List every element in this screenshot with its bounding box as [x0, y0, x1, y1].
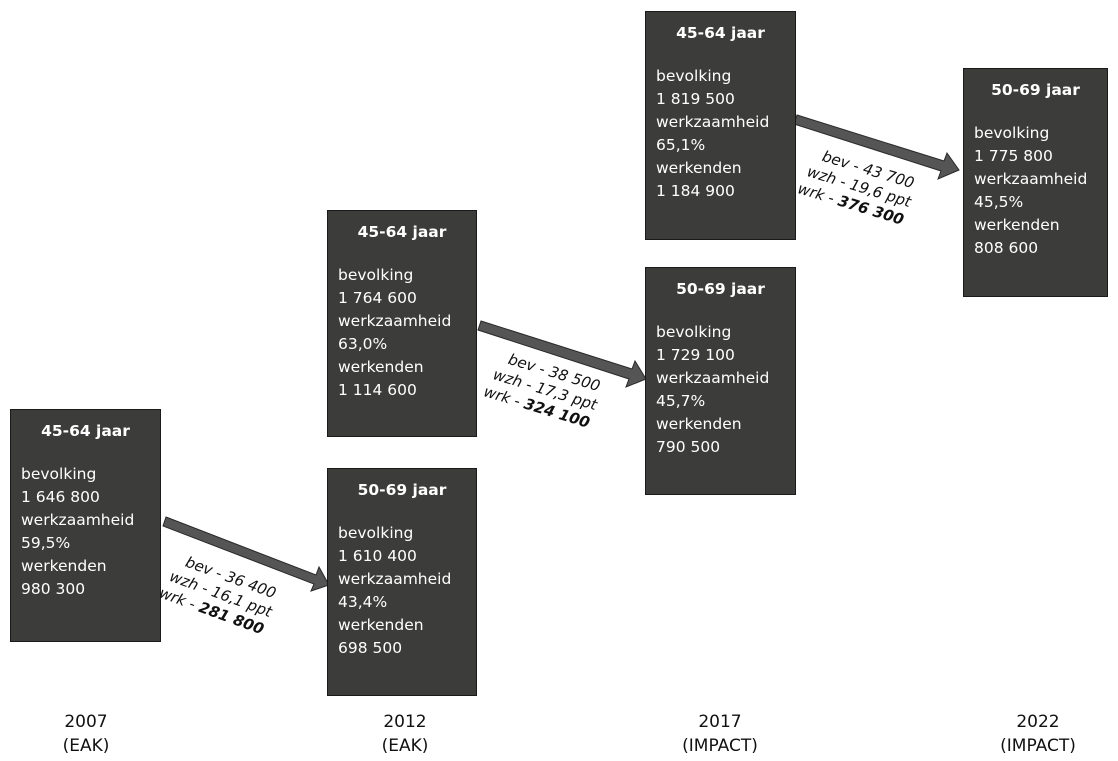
employed-label: werkenden: [656, 159, 742, 177]
population-label: bevolking: [338, 524, 414, 542]
year-label-2022: 2022 (IMPACT): [978, 710, 1098, 758]
data-source: (EAK): [62, 736, 110, 756]
employment-rate-value: 45,5%: [974, 193, 1024, 211]
employment-rate-value: 59,5%: [21, 534, 71, 552]
year-label-2007: 2007 (EAK): [26, 710, 146, 758]
population-label: bevolking: [656, 323, 732, 341]
employed-label: werkenden: [338, 616, 424, 634]
group-box-2012-45-64: 45-64 jaar bevolking 1 764 600 werkzaamh…: [327, 210, 477, 437]
employed-label: werkenden: [974, 216, 1060, 234]
employed-label: werkenden: [21, 557, 107, 575]
population-value: 1 646 800: [21, 488, 100, 506]
employment-rate-value: 63,0%: [338, 335, 388, 353]
year: 2022: [1016, 712, 1060, 732]
group-title: 50-69 jaar: [991, 81, 1080, 99]
employed-value: 808 600: [974, 239, 1039, 257]
group-title: 50-69 jaar: [357, 481, 447, 499]
population-label: bevolking: [656, 67, 732, 85]
data-source: (IMPACT): [1000, 736, 1076, 756]
group-box-2012-50-69: 50-69 jaar bevolking 1 610 400 werkzaamh…: [327, 468, 477, 696]
employed-value: 1 184 900: [656, 182, 735, 200]
year: 2017: [698, 712, 742, 732]
employed-label: werkenden: [656, 415, 742, 433]
employment-rate-label: werkzaamheid: [21, 511, 135, 529]
data-source: (IMPACT): [682, 736, 758, 756]
employed-value: 980 300: [21, 580, 86, 598]
employed-value: 698 500: [338, 639, 403, 657]
group-box-2017-45-64: 45-64 jaar bevolking 1 819 500 werkzaamh…: [645, 11, 796, 240]
population-value: 1 775 800: [974, 147, 1053, 165]
group-box-2017-50-69: 50-69 jaar bevolking 1 729 100 werkzaamh…: [645, 267, 796, 495]
transition-arrow-2017-2022: [793, 114, 960, 180]
data-source: (EAK): [381, 736, 429, 756]
employment-rate-label: werkzaamheid: [338, 570, 452, 588]
employed-value: 1 114 600: [338, 381, 417, 399]
population-value: 1 610 400: [338, 547, 417, 565]
employment-rate-label: werkzaamheid: [656, 369, 770, 387]
population-value: 1 729 100: [656, 346, 735, 364]
group-title: 50-69 jaar: [676, 280, 765, 298]
year: 2012: [383, 712, 427, 732]
employed-label: werkenden: [338, 358, 424, 376]
group-title: 45-64 jaar: [676, 24, 765, 42]
group-title: 45-64 jaar: [41, 422, 130, 440]
employment-rate-value: 65,1%: [656, 136, 706, 154]
population-value: 1 764 600: [338, 289, 417, 307]
year-label-2017: 2017 (IMPACT): [660, 710, 780, 758]
group-box-2007-45-64: 45-64 jaar bevolking 1 646 800 werkzaamh…: [10, 409, 161, 642]
group-box-2022-50-69: 50-69 jaar bevolking 1 775 800 werkzaamh…: [963, 68, 1108, 297]
employment-rate-label: werkzaamheid: [974, 170, 1088, 188]
population-label: bevolking: [974, 124, 1050, 142]
employment-rate-value: 43,4%: [338, 593, 388, 611]
transition-arrow-2012-2017: [477, 320, 647, 388]
employment-rate-label: werkzaamheid: [338, 312, 452, 330]
year: 2007: [64, 712, 108, 732]
employment-rate-value: 45,7%: [656, 392, 706, 410]
group-title: 45-64 jaar: [357, 223, 447, 241]
population-label: bevolking: [338, 266, 414, 284]
year-label-2012: 2012 (EAK): [345, 710, 465, 758]
population-label: bevolking: [21, 465, 97, 483]
transition-arrow-2007-2012: [162, 516, 330, 592]
population-value: 1 819 500: [656, 90, 735, 108]
employment-rate-label: werkzaamheid: [656, 113, 770, 131]
employed-value: 790 500: [656, 438, 721, 456]
